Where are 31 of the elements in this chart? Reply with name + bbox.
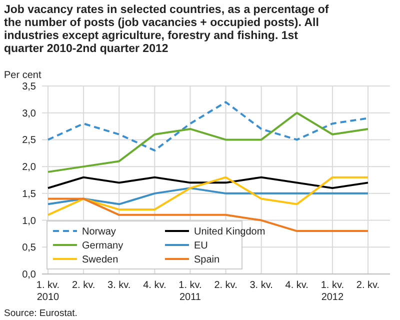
y-axis-title: Per cent xyxy=(4,70,42,81)
x-tick-label: 3. kv. xyxy=(250,280,273,291)
line-series xyxy=(47,101,369,152)
y-tick-label: 3,0 xyxy=(22,108,36,120)
line-series xyxy=(47,176,369,216)
y-tick-label: 1,5 xyxy=(22,188,36,200)
x-tick-label: 4. kv. xyxy=(143,280,166,291)
y-tick-label: 0,0 xyxy=(22,270,36,280)
y-tick-label: 3,5 xyxy=(22,82,36,92)
line-series xyxy=(47,187,369,206)
x-tick-label: 1. kv. 2011 xyxy=(178,280,202,303)
y-tick-label: 2,0 xyxy=(22,162,36,174)
source-note: Source: Eurostat. xyxy=(4,308,78,319)
y-tick-label: 0,5 xyxy=(22,242,36,254)
x-tick-label: 2. kv. xyxy=(72,280,96,291)
x-tick-label: 4. kv. xyxy=(285,280,308,291)
legend-label: Norway xyxy=(82,226,116,238)
chart-title: Job vacancy rates in selected countries, as a percentage of the number of posts (job vacancies + occupied posts). All industries except agriculture, forestry and fishing. 1st quarter 2010-2nd quarter 2012 xyxy=(4,4,329,55)
y-tick-label: 2,5 xyxy=(22,135,36,146)
legend-label: Germany xyxy=(82,240,124,252)
legend-label: Sweden xyxy=(82,254,118,266)
y-tick-label: 1,0 xyxy=(22,216,36,227)
x-tick-label: 2. kv. xyxy=(356,280,380,291)
legend-label: Spain xyxy=(194,254,220,266)
x-tick-label: 1. kv. 2012 xyxy=(320,280,344,303)
legend-label: EU xyxy=(194,240,208,252)
x-tick-label: 2. kv. xyxy=(214,280,238,291)
x-tick-label: 1. kv. 2010 xyxy=(36,280,60,303)
x-tick-label: 3. kv. xyxy=(108,280,131,291)
line-series xyxy=(47,112,369,173)
legend-label: United Kingdom xyxy=(194,226,266,238)
